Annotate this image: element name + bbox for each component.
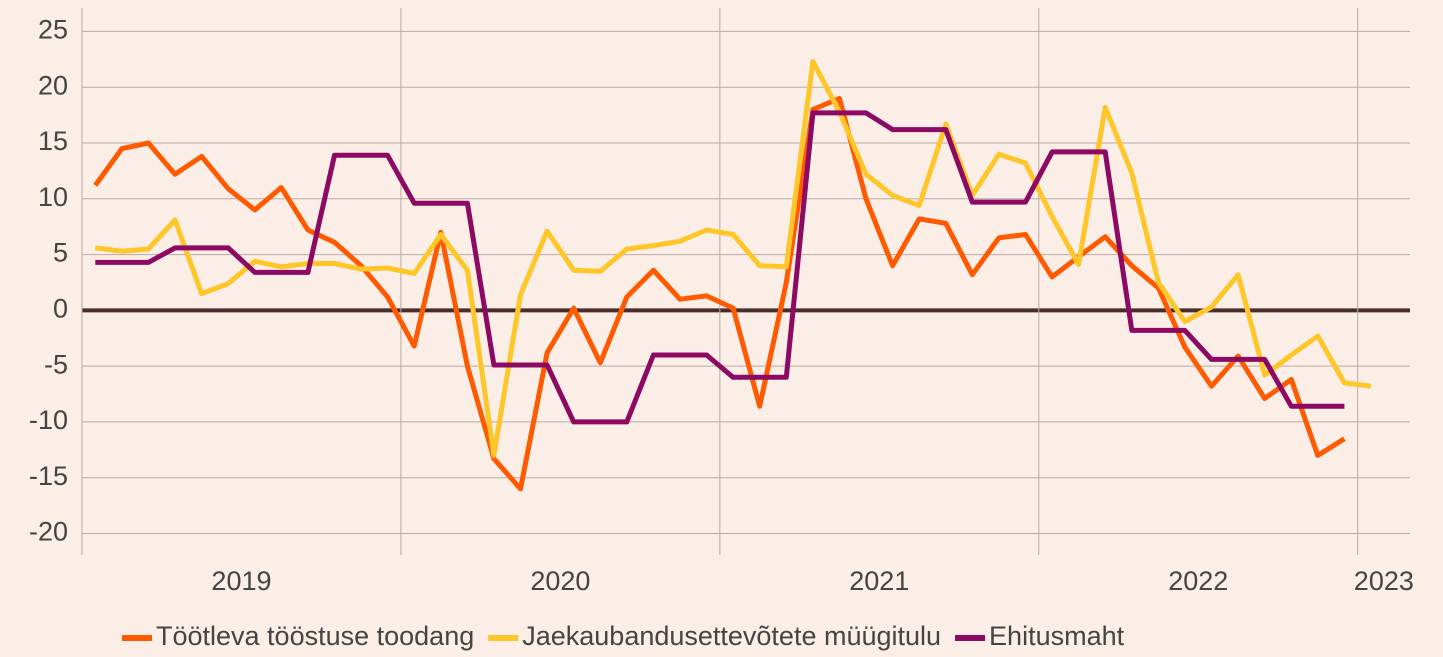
x-tick-label: 2023 [1354, 566, 1414, 596]
line-series [93, 95, 1346, 492]
y-tick-label: 15 [38, 126, 68, 156]
x-tick-label: 2020 [530, 566, 590, 596]
y-tick-label: -15 [29, 461, 68, 491]
x-tick-label: 2019 [211, 566, 271, 596]
legend-label: Töötleva tööstuse toodang [156, 621, 474, 651]
y-tick-label: -20 [29, 517, 68, 547]
y-tick-label: -5 [44, 349, 68, 379]
line-series [95, 110, 1345, 425]
y-tick-label: 10 [38, 182, 68, 212]
y-tick-label: -10 [29, 405, 68, 435]
x-tick-label: 2021 [849, 566, 909, 596]
y-tick-label: 0 [53, 293, 68, 323]
x-tick-label: 2022 [1168, 566, 1228, 596]
line-series [94, 59, 1372, 458]
y-tick-label: 5 [53, 238, 68, 268]
y-tick-label: 20 [38, 70, 68, 100]
legend-label: Jaekaubandusettevõtete müügitulu [522, 621, 941, 651]
legend-label: Ehitusmaht [989, 621, 1125, 651]
y-tick-label: 25 [38, 15, 68, 45]
